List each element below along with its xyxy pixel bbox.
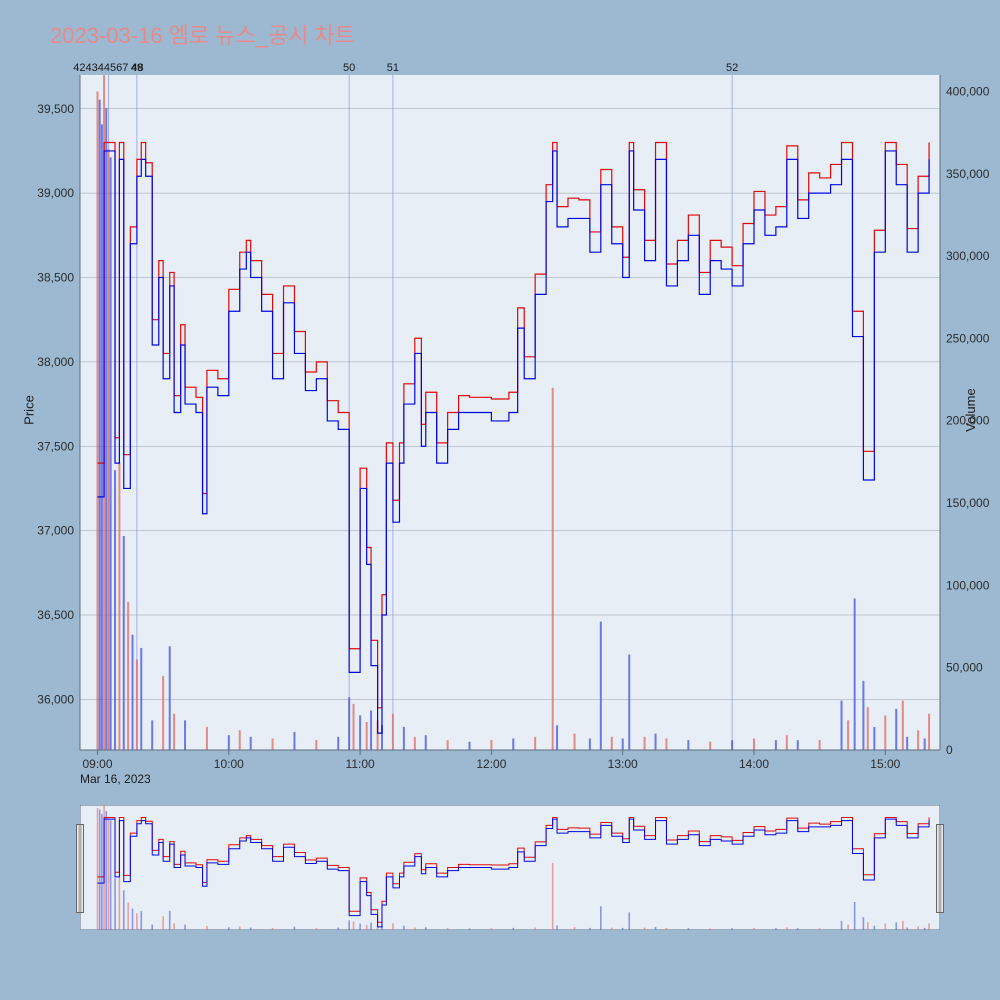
main-price-chart[interactable]: 36,000 36,500 37,000 37,500 38,000 38,500 39,0… bbox=[0, 0, 1000, 790]
svg-text:15:00: 15:00 bbox=[870, 757, 900, 771]
svg-text:36,000: 36,000 bbox=[37, 692, 74, 706]
chart-page: 2023-03-16 엠로 뉴스_공시 차트 Price Volume 36,0… bbox=[0, 0, 1000, 1000]
svg-text:400,000: 400,000 bbox=[946, 84, 990, 98]
svg-text:300,000: 300,000 bbox=[946, 249, 990, 263]
svg-text:50: 50 bbox=[343, 62, 355, 74]
svg-text:50,000: 50,000 bbox=[946, 661, 983, 675]
svg-text:37,500: 37,500 bbox=[37, 439, 74, 453]
range-slider-handle-left[interactable] bbox=[76, 824, 84, 914]
svg-text:11:00: 11:00 bbox=[346, 757, 375, 771]
svg-text:39,000: 39,000 bbox=[37, 186, 74, 200]
svg-text:37,000: 37,000 bbox=[37, 524, 74, 538]
svg-text:250,000: 250,000 bbox=[946, 331, 990, 345]
svg-text:38,000: 38,000 bbox=[37, 355, 74, 369]
svg-text:200,000: 200,000 bbox=[946, 414, 990, 428]
svg-text:14:00: 14:00 bbox=[739, 757, 769, 771]
svg-text:350,000: 350,000 bbox=[946, 167, 990, 181]
svg-text:150,000: 150,000 bbox=[946, 496, 990, 510]
svg-text:12:00: 12:00 bbox=[476, 757, 506, 771]
svg-text:10:00: 10:00 bbox=[214, 757, 244, 771]
svg-text:49: 49 bbox=[131, 62, 143, 74]
svg-text:38,500: 38,500 bbox=[37, 271, 74, 285]
range-slider-handle-right[interactable] bbox=[936, 824, 944, 914]
svg-text:13:00: 13:00 bbox=[608, 757, 638, 771]
svg-text:36,500: 36,500 bbox=[37, 608, 74, 622]
range-slider-chart[interactable] bbox=[80, 805, 940, 930]
svg-text:51: 51 bbox=[387, 62, 399, 74]
svg-text:39,500: 39,500 bbox=[37, 102, 74, 116]
svg-text:0: 0 bbox=[946, 743, 953, 757]
svg-text:52: 52 bbox=[726, 62, 738, 74]
svg-text:100,000: 100,000 bbox=[946, 578, 990, 592]
x-axis-date-label: Mar 16, 2023 bbox=[80, 772, 151, 786]
svg-text:09:00: 09:00 bbox=[82, 757, 112, 771]
